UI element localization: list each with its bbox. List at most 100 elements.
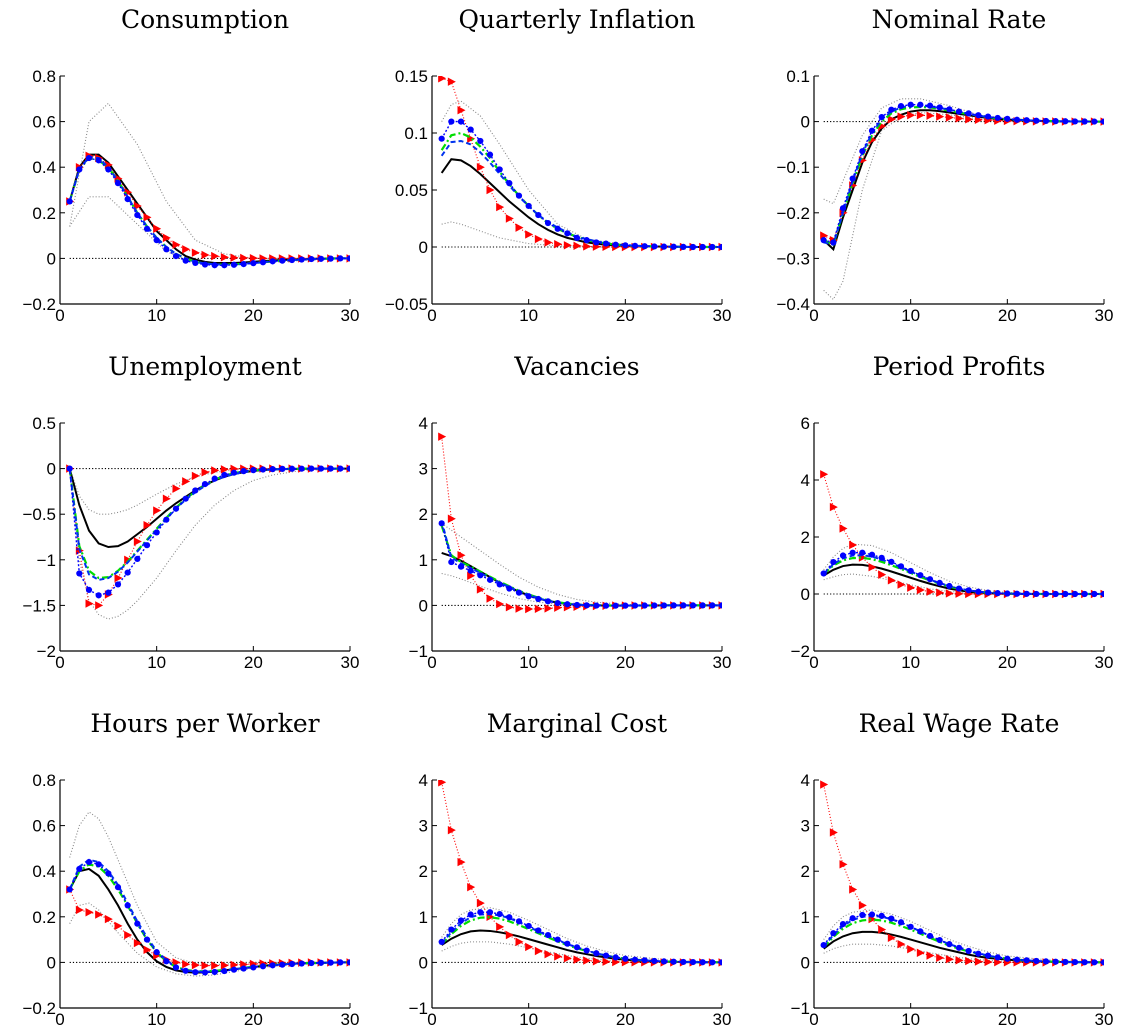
- red-triangle-marker: [965, 115, 974, 124]
- blue-circle-marker: [544, 598, 552, 605]
- y-tick-label: −1: [791, 999, 810, 1018]
- red-triangle-marker: [945, 955, 954, 964]
- red-triangle-marker: [955, 114, 964, 123]
- panel-3: Unemployment −2 −1.5 −1 −0.5 0 0.5 0 10 20 30: [22, 352, 359, 672]
- red-triangle-marker: [515, 223, 524, 232]
- blue-circle-marker: [496, 581, 503, 588]
- series-line-green: [440, 525, 722, 607]
- red-triangle-marker: [839, 524, 848, 533]
- red-triangle-marker: [75, 905, 84, 915]
- blue-circle-marker: [346, 465, 350, 472]
- x-tick-label: 10: [901, 306, 920, 325]
- blue-circle-marker: [631, 242, 639, 249]
- blue-circle-marker: [573, 601, 581, 609]
- red-triangle-marker: [965, 956, 974, 966]
- blue-circle-marker: [105, 870, 112, 877]
- red-triangle-marker: [133, 938, 142, 948]
- red-triangle-marker: [945, 589, 954, 598]
- blue-circle-marker: [926, 102, 934, 109]
- blue-circle-marker: [506, 585, 513, 592]
- series-line-black: [441, 552, 722, 607]
- blue-circle-marker: [95, 157, 102, 164]
- blue-circle-marker: [211, 475, 218, 482]
- blue-circle-marker: [486, 909, 494, 916]
- y-tick-label: 3: [419, 460, 428, 479]
- x-tick-label: 30: [341, 653, 360, 672]
- blue-circle-marker: [994, 590, 1001, 597]
- red-triangle-marker: [162, 233, 171, 243]
- blue-circle-marker: [124, 902, 131, 909]
- blue-circle-marker: [317, 959, 325, 966]
- x-tick-label: 10: [519, 306, 538, 325]
- red-triangle-marker: [907, 583, 916, 592]
- blue-circle-marker: [105, 589, 112, 596]
- blue-circle-marker: [641, 602, 648, 609]
- red-triangle-marker: [153, 224, 162, 233]
- x-tick-label: 10: [519, 653, 538, 672]
- blue-circle-marker: [346, 255, 350, 262]
- red-triangle-marker: [447, 77, 456, 86]
- panel-title: Nominal Rate: [872, 5, 1047, 34]
- blue-circle-marker: [926, 576, 934, 583]
- blue-circle-marker: [525, 922, 532, 930]
- blue-circle-marker: [1100, 590, 1104, 598]
- red-triangle-marker: [211, 251, 220, 261]
- blue-circle-marker: [830, 930, 837, 937]
- blue-circle-marker: [602, 240, 610, 247]
- x-tick-label: 20: [998, 653, 1017, 672]
- blue-circle-marker: [1081, 590, 1088, 598]
- confidence-band-upper: [69, 468, 350, 515]
- blue-circle-marker: [1013, 590, 1021, 597]
- blue-circle-marker: [849, 175, 856, 182]
- blue-circle-marker: [76, 865, 83, 873]
- x-tick-label: 30: [1095, 1010, 1114, 1029]
- red-triangle-marker: [936, 588, 945, 597]
- blue-circle-marker: [308, 255, 315, 263]
- x-tick-label: 0: [809, 306, 818, 325]
- red-triangle-marker: [945, 113, 954, 122]
- x-tick-label: 0: [427, 1010, 436, 1029]
- blue-circle-marker: [230, 261, 238, 268]
- red-triangle-marker: [457, 551, 466, 560]
- blue-circle-marker: [163, 246, 170, 253]
- blue-circle-marker: [602, 952, 610, 959]
- y-tick-label: 4: [801, 771, 810, 790]
- x-tick-label: 0: [55, 1010, 64, 1029]
- blue-circle-marker: [660, 958, 668, 965]
- y-tick-label: 0: [801, 113, 810, 132]
- y-tick-label: −0.1: [776, 158, 810, 177]
- y-tick-label: 4: [419, 771, 428, 790]
- series-line-black: [440, 158, 722, 248]
- blue-circle-marker: [593, 239, 600, 246]
- blue-circle-marker: [1042, 958, 1050, 965]
- blue-circle-marker: [124, 196, 131, 203]
- blue-circle-marker: [573, 234, 581, 241]
- blue-circle-marker: [438, 135, 445, 142]
- blue-circle-marker: [346, 959, 350, 966]
- red-triangle-marker: [955, 956, 964, 965]
- y-tick-label: 0: [419, 953, 428, 972]
- blue-circle-marker: [114, 581, 122, 588]
- red-triangle-marker: [95, 601, 104, 610]
- blue-circle-marker: [317, 465, 325, 472]
- blue-circle-marker: [907, 567, 914, 575]
- red-triangle-marker: [201, 961, 210, 970]
- blue-circle-marker: [839, 552, 847, 559]
- red-triangle-marker: [858, 901, 867, 910]
- blue-circle-marker: [240, 261, 247, 268]
- blue-circle-marker: [917, 572, 924, 579]
- red-triangle-marker: [583, 956, 592, 965]
- y-tick-label: 2: [419, 862, 428, 881]
- panel-title: Period Profits: [873, 352, 1046, 381]
- blue-circle-marker: [583, 237, 590, 244]
- blue-circle-marker: [337, 959, 344, 966]
- blue-circle-marker: [975, 588, 982, 595]
- blue-circle-marker: [535, 927, 542, 934]
- red-triangle-marker: [172, 958, 181, 967]
- panel-title: Unemployment: [108, 352, 302, 381]
- blue-circle-marker: [298, 256, 305, 263]
- blue-circle-marker: [85, 858, 93, 866]
- blue-circle-marker: [984, 589, 992, 596]
- red-triangle-marker: [573, 955, 582, 964]
- red-triangle-marker: [172, 240, 181, 249]
